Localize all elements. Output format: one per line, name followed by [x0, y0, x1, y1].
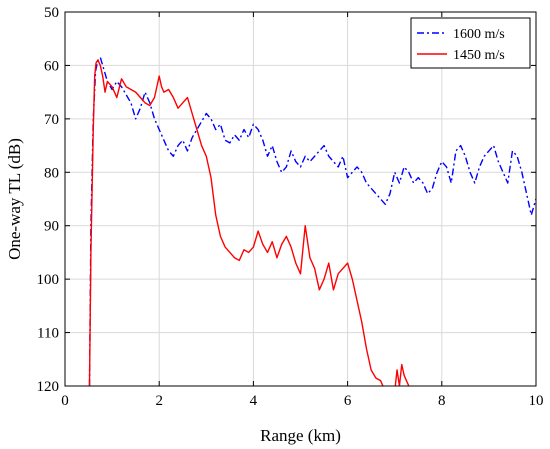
tick-labels: 0 2 4 6 8 10 50 60 70 80 90 100 110 120	[37, 5, 544, 409]
y-tick-label: 90	[44, 219, 59, 235]
series-line-1450-m-s	[88, 59, 410, 386]
x-tick-label: 6	[344, 393, 352, 409]
x-tick-label: 2	[155, 393, 163, 409]
x-tick-label: 10	[529, 393, 544, 409]
x-tick-label: 4	[250, 393, 258, 409]
legend-label-1450: 1450 m/s	[453, 48, 505, 63]
series-line-1600-m-s	[88, 56, 536, 386]
legend-box	[410, 17, 531, 69]
y-tick-label: 100	[37, 272, 60, 288]
plot-frame	[64, 11, 537, 387]
legend: 1600 m/s 1450 m/s	[410, 17, 531, 69]
grid-lines	[65, 12, 536, 386]
y-tick-label: 60	[44, 58, 59, 74]
y-tick-label: 70	[44, 112, 59, 128]
series-layer	[88, 56, 536, 386]
y-axis-label: One-way TL (dB)	[5, 138, 24, 260]
axis-ticks	[64, 11, 537, 387]
x-tick-label: 0	[61, 393, 69, 409]
y-tick-label: 120	[37, 379, 60, 395]
x-tick-label: 8	[438, 393, 446, 409]
legend-label-1600: 1600 m/s	[453, 27, 505, 42]
y-tick-label: 50	[44, 5, 59, 21]
y-tick-label: 110	[37, 326, 59, 342]
x-axis-label: Range (km)	[260, 426, 341, 445]
y-tick-label: 80	[44, 165, 59, 181]
